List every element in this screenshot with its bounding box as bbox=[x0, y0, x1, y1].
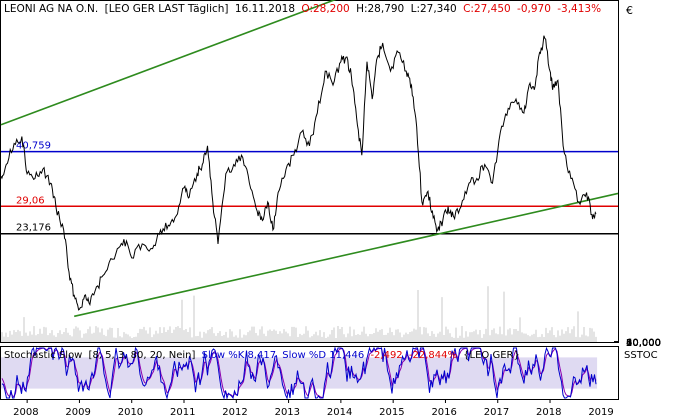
level-label: 40,759 bbox=[16, 141, 51, 152]
stoch-band bbox=[1, 357, 598, 389]
header-source: [LEO GER LAST Täglich] bbox=[105, 3, 229, 15]
indicator-params: [8, 5, 3, 80, 20, Nein] bbox=[89, 350, 196, 361]
x-tick-label: 2015 bbox=[379, 407, 404, 418]
price-panel-frame bbox=[0, 0, 619, 343]
level-label: 29,06 bbox=[16, 195, 45, 206]
indicator-tag: SSTOC bbox=[624, 350, 658, 361]
header-name: LEONI AG NA O.N. bbox=[4, 3, 98, 15]
header-bar: LEONI AG NA O.N. [LEO GER LAST Täglich] … bbox=[4, 3, 601, 15]
channel-upper-line bbox=[0, 0, 337, 126]
indicator-d-label: Slow %D 11,446 bbox=[282, 350, 364, 361]
channel-lower-line bbox=[74, 192, 619, 318]
y-tick-label: 20,000 bbox=[626, 338, 661, 349]
indicator-diff-pct: -22,844% bbox=[409, 350, 457, 361]
level-label: 23,176 bbox=[16, 223, 51, 234]
price-series bbox=[0, 35, 597, 311]
header-low: L:27,340 bbox=[411, 3, 457, 15]
indicator-name: Stochastic Slow bbox=[4, 350, 82, 361]
stochastic-indicator bbox=[1, 346, 598, 400]
price-line bbox=[0, 35, 597, 311]
indicator-source: {LEO GER} bbox=[463, 350, 520, 361]
x-tick-label: 2017 bbox=[484, 407, 509, 418]
y-tick-label: 60,000 bbox=[626, 338, 661, 349]
y-tick-label: 40,000 bbox=[626, 338, 661, 349]
trend-channel bbox=[0, 0, 619, 318]
header-change-pct: -3,413% bbox=[557, 3, 601, 15]
x-tick-label: 2008 bbox=[13, 407, 38, 418]
x-tick-label: 2016 bbox=[431, 407, 456, 418]
x-tick-label: 2012 bbox=[222, 407, 247, 418]
header-open: O:28,200 bbox=[301, 3, 349, 15]
y-tick-label: 10,000 bbox=[626, 338, 661, 349]
currency-symbol: € bbox=[626, 4, 633, 17]
x-tick-label: 2013 bbox=[275, 407, 300, 418]
y-tick-label: 50,000 bbox=[626, 338, 661, 349]
header-date: 16.11.2018 bbox=[235, 3, 295, 15]
stoch-k-line bbox=[1, 346, 597, 400]
indicator-k-label: Slow %K 8,417 bbox=[202, 350, 276, 361]
x-tick-label: 2018 bbox=[536, 407, 561, 418]
indicator-diff: -2,492 bbox=[370, 350, 402, 361]
x-tick-label: 2010 bbox=[118, 407, 143, 418]
header-high: H:28,790 bbox=[356, 3, 404, 15]
y-tick-label: 30,000 bbox=[626, 338, 661, 349]
x-axis-ticks: 2008 2009 2010 2011 2012 2013 2014 2015 2016 2017… bbox=[13, 399, 614, 418]
x-tick-label: 2009 bbox=[65, 407, 90, 418]
indicator-panel-frame bbox=[0, 346, 619, 400]
volume-bars bbox=[1, 286, 597, 342]
header-close: C:27,450 bbox=[463, 3, 511, 15]
x-tick-label: 2019 bbox=[588, 407, 613, 418]
indicator-header: Stochastic Slow [8, 5, 3, 80, 20, Nein] … bbox=[4, 350, 520, 361]
x-tick-label: 2014 bbox=[327, 407, 352, 418]
horizontal-levels: 40,759 29,06 23,176 bbox=[1, 141, 618, 235]
header-change: -0,970 bbox=[517, 3, 551, 15]
x-tick-label: 2011 bbox=[170, 407, 195, 418]
